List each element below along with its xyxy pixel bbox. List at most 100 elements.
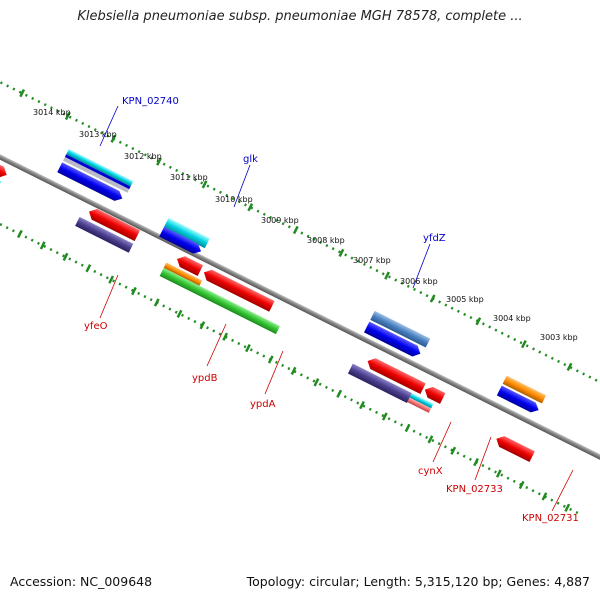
inner-tick-mark (267, 355, 274, 364)
inner-tick-mark (404, 423, 411, 433)
gene-label-KPN-02733[interactable]: KPN_02733 (446, 484, 503, 495)
inner-tick-mark (39, 241, 46, 250)
genome-backbone (0, 136, 600, 464)
gene-KPN-02733-cyan[interactable] (409, 393, 434, 409)
leader-KPN-02740 (99, 105, 119, 147)
gene-outer-blue-1[interactable] (57, 162, 125, 203)
map-title: Klebsiella pneumoniae subsp. pneumoniae … (77, 9, 523, 24)
gene-cynX[interactable] (347, 363, 412, 404)
gene-labels: KPN_02740 glk yfdZ yfeO ypdB ypdA cynX K… (84, 96, 579, 524)
gene-inner-red-left[interactable] (0, 158, 9, 180)
tick-label: 3012 kbp (124, 152, 162, 161)
gene-label-KPN-02740[interactable]: KPN_02740 (122, 96, 179, 107)
outer-tick-mark (384, 271, 390, 280)
leader-cynX (432, 421, 452, 463)
outer-tick-mark (201, 180, 208, 189)
inner-tick-mark (450, 446, 457, 455)
inner-tick-mark (222, 332, 229, 341)
gene-inner-red-3[interactable] (201, 267, 275, 312)
inner-tick-mark (199, 321, 206, 330)
gene-KPN-02733[interactable] (407, 397, 432, 413)
gene-inner-red-1[interactable] (86, 206, 140, 242)
gene-yfdZ[interactable] (370, 310, 431, 348)
gene-inner-red-2[interactable] (174, 254, 204, 276)
inner-tick-mark (495, 469, 502, 478)
outer-tick-ring (0, 78, 600, 403)
leader-glk (233, 164, 251, 208)
inner-tick-mark (381, 412, 388, 421)
tick-label: 3014 kbp (33, 108, 71, 117)
inner-tick-ring (0, 191, 582, 516)
tick-label: 3007 kbp (353, 256, 391, 265)
gene-inner-red-4[interactable] (365, 356, 426, 395)
gene-label-yfeO[interactable]: yfeO (84, 321, 108, 332)
inner-tick-mark (131, 286, 137, 296)
outer-tick-mark (520, 339, 527, 349)
gene-inner-red-5[interactable] (422, 384, 446, 404)
tick-label: 3008 kbp (307, 236, 345, 245)
inner-tick-mark (153, 298, 160, 307)
inner-tick-mark (359, 400, 365, 410)
inner-tick-mark (313, 378, 320, 387)
leader-KPN-02733 (474, 436, 492, 481)
outer-tick-mark (156, 157, 162, 166)
tick-label: 3003 kbp (540, 333, 578, 342)
outer-tick-mark (475, 317, 482, 326)
inner-tick-mark (176, 309, 183, 319)
gene-yfeO[interactable] (75, 216, 134, 253)
inner-tick-mark (290, 366, 297, 376)
outer-tick-mark (110, 134, 117, 143)
inner-tick-mark (245, 343, 251, 353)
tick-label: 3013 kbp (79, 130, 117, 139)
gene-outer-orange[interactable] (502, 375, 547, 404)
inner-tick-mark (564, 503, 571, 512)
tick-label: 3010 kbp (215, 195, 253, 204)
gene-outer-blue-3[interactable] (364, 321, 423, 360)
gene-outer-blue-4[interactable] (496, 385, 541, 416)
tick-labels: 3014 kbp 3013 kbp 3012 kbp 3011 kbp 3010… (33, 108, 578, 342)
inner-tick-mark (336, 389, 343, 398)
tick-label: 3009 kbp (261, 216, 299, 225)
gene-glk[interactable] (163, 217, 210, 249)
gene-label-ypdA[interactable]: ypdA (250, 399, 276, 410)
tick-label: 3011 kbp (170, 173, 208, 182)
outer-major-ticks (19, 89, 573, 372)
leader-KPN-02731 (551, 469, 574, 512)
inner-tick-mark (85, 264, 92, 273)
inner-tick-mark (16, 229, 23, 239)
outer-tick-mark (566, 362, 573, 372)
inner-tick-mark (518, 480, 525, 490)
outer-tick-mark (19, 89, 26, 98)
gene-KPN-02731[interactable] (494, 433, 535, 463)
gene-label-yfdZ[interactable]: yfdZ (423, 233, 446, 244)
tick-label: 3004 kbp (493, 314, 531, 323)
gene-KPN-02740-grey[interactable] (63, 157, 130, 193)
label-leaders (99, 105, 574, 512)
outer-tick-mark (64, 111, 71, 121)
gene-label-cynX[interactable]: cynX (418, 466, 443, 477)
inner-tick-mark (62, 252, 69, 261)
gene-label-glk[interactable]: glk (243, 154, 258, 165)
tick-label: 3005 kbp (446, 295, 484, 304)
gene-ypdB[interactable] (163, 262, 203, 286)
gene-KPN-02740-blue[interactable] (64, 154, 131, 190)
leader-ypdB (206, 323, 227, 367)
gene-KPN-02740-cyan[interactable] (66, 148, 134, 187)
outer-tick-mark (429, 294, 436, 303)
gene-outer-blue-2[interactable] (159, 226, 203, 257)
inner-major-ticks (16, 229, 571, 512)
tick-label: 3006 kbp (400, 277, 438, 286)
inner-tick-mark (473, 458, 479, 467)
gene-ypdA[interactable] (159, 267, 280, 335)
gene-label-ypdB[interactable]: ypdB (192, 373, 218, 384)
gene-label-KPN-02731[interactable]: KPN_02731 (522, 513, 579, 524)
outer-tick-mark (292, 225, 299, 235)
genome-summary-text: Topology: circular; Length: 5,315,120 bp… (246, 574, 590, 589)
outer-tick-mark (338, 248, 345, 257)
leader-yfdZ (412, 243, 431, 289)
inner-tick-mark (427, 435, 434, 444)
outer-tick-mark (247, 203, 254, 212)
leader-ypdA (264, 350, 284, 395)
leader-yfeO (99, 274, 119, 319)
